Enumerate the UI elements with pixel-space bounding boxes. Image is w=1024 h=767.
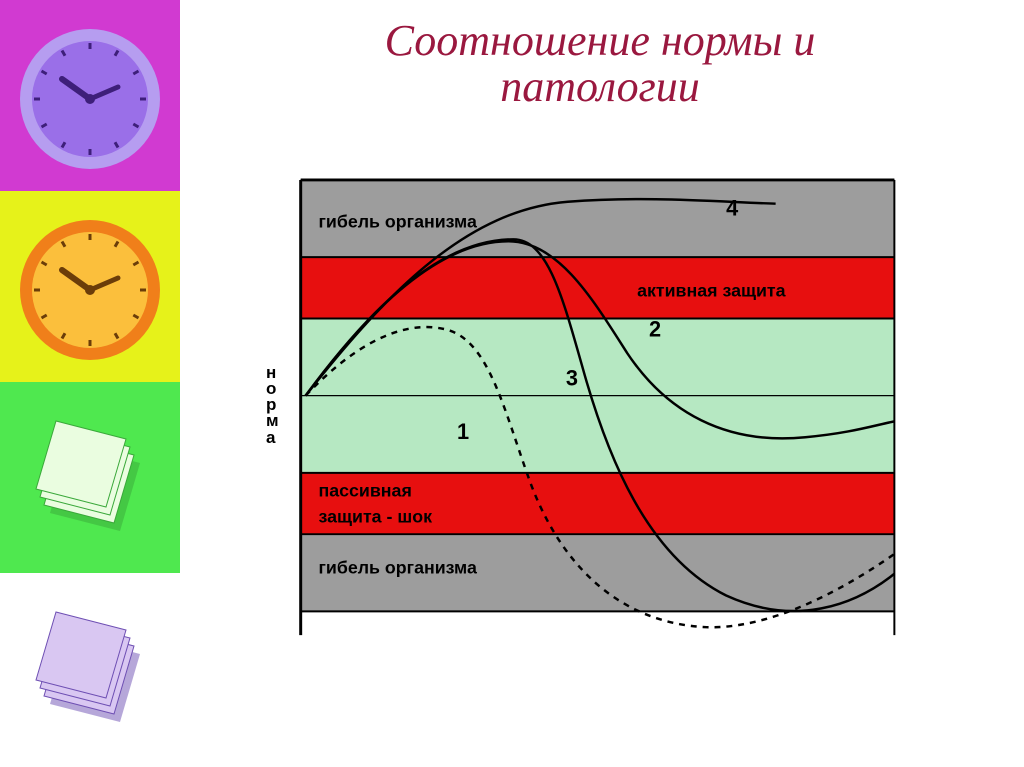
title-line-1: Соотношение нормы и — [200, 18, 1000, 64]
sidebar-tile-1 — [0, 191, 180, 382]
chart-svg: гибель организма активная защита пассивная… — [290, 175, 910, 645]
slide: Соотношение нормы и патологии норма гибе… — [0, 0, 1024, 767]
sidebar — [0, 0, 180, 767]
slide-title: Соотношение нормы и патологии — [200, 18, 1000, 110]
svg-text:1: 1 — [457, 419, 469, 444]
svg-text:пассивная: пассивная — [318, 481, 411, 501]
svg-text:гибель организма: гибель организма — [318, 211, 478, 231]
svg-text:гибель организма: гибель организма — [318, 558, 478, 578]
sidebar-tile-3 — [0, 573, 180, 764]
svg-text:активная защита: активная защита — [637, 281, 787, 301]
title-line-2: патологии — [200, 64, 1000, 110]
svg-text:2: 2 — [649, 316, 661, 341]
y-axis-label: норма — [266, 365, 279, 446]
svg-text:3: 3 — [566, 366, 578, 391]
sidebar-tile-0 — [0, 0, 180, 191]
svg-text:4: 4 — [726, 196, 738, 221]
chart-container: норма гибель организмаактивная защитапас… — [290, 175, 910, 645]
svg-text:защита - шок: защита - шок — [318, 506, 432, 526]
sidebar-tile-2 — [0, 382, 180, 573]
